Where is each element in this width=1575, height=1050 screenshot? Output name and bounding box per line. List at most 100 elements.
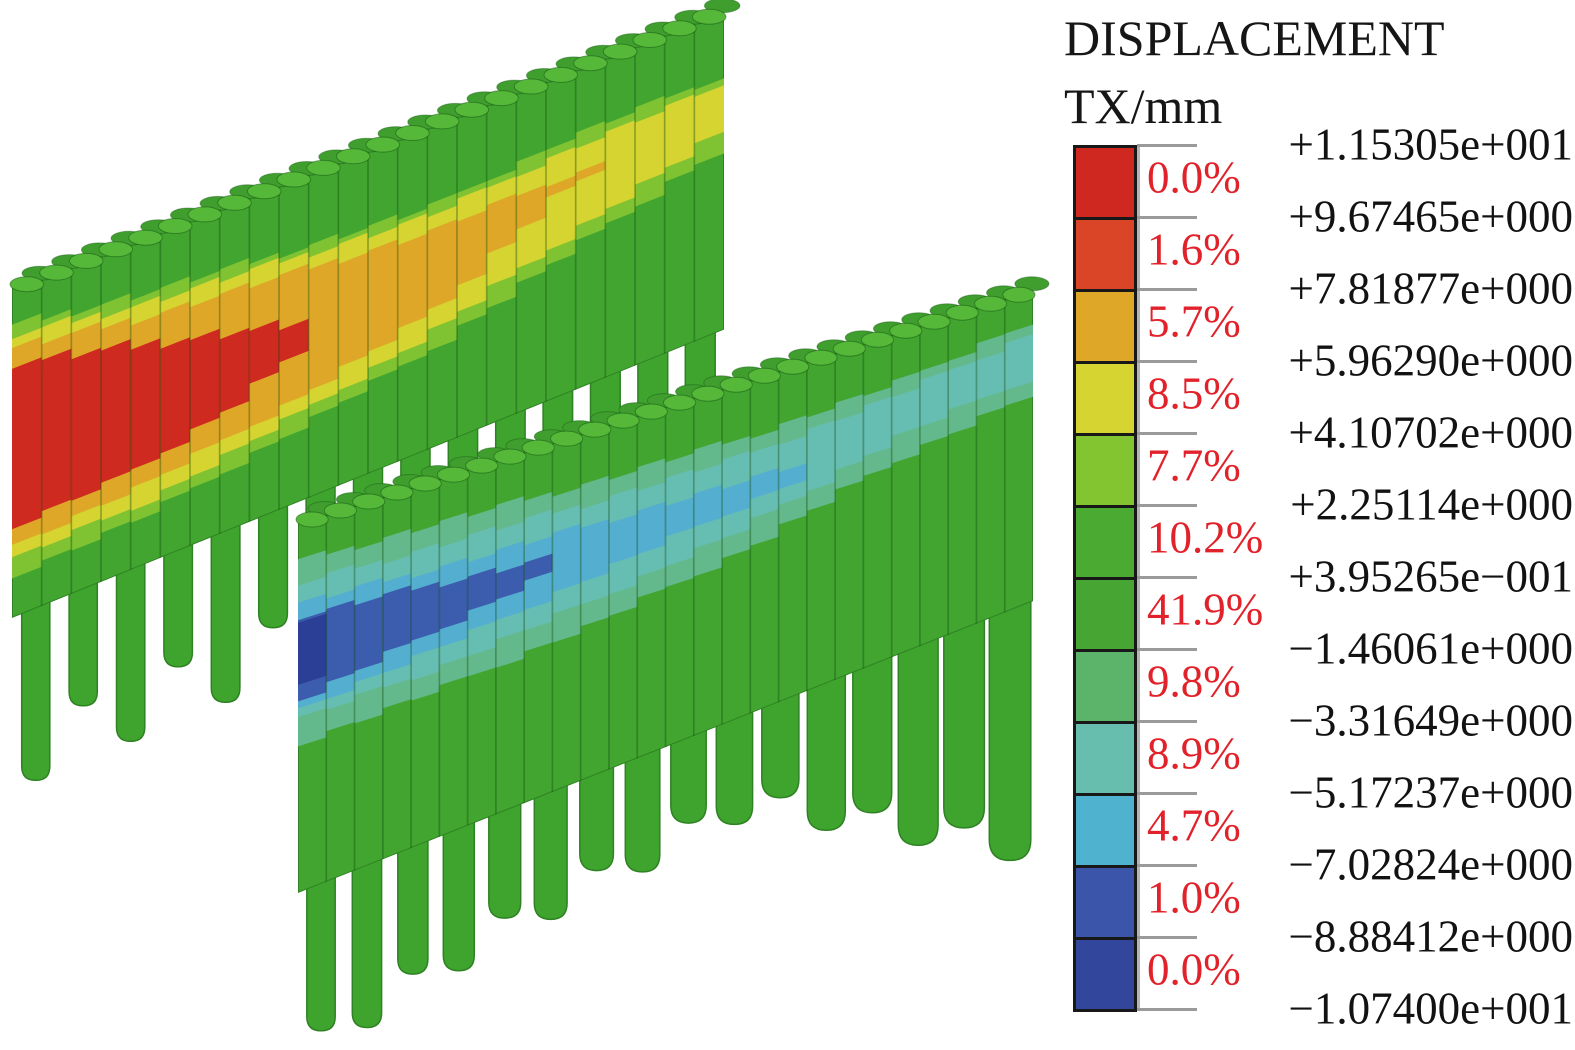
pile-cap [276,171,312,188]
pile-cap [365,136,401,153]
deep-pile [488,796,522,919]
contour-band [693,484,722,527]
pile-cap [945,304,979,321]
pile-cap [550,430,584,447]
contour-band [580,519,609,583]
contour-band [190,328,220,430]
deep-pile [670,723,707,824]
deep-pile [115,555,146,743]
deep-pile [20,593,51,782]
contour-band [806,420,836,492]
pile-cap [1002,286,1036,303]
front-pile-wall [295,276,1050,1032]
deep-pile [306,869,336,1032]
pile-cap [691,385,725,402]
contour-band [863,396,892,457]
contour-band [516,184,546,230]
deep-pile [715,704,754,826]
deep-pile [210,516,241,704]
pile-cap [128,229,163,246]
pile-cap [217,194,252,211]
pile-cap [573,55,608,72]
contour-band [1004,334,1033,391]
contour-band [552,523,581,593]
contour-band [354,596,383,671]
pile-cap [424,113,460,130]
wall-face [298,288,1033,893]
contour-band [575,161,606,182]
contour-band [976,351,1005,400]
pile-cap [747,367,782,384]
pile-cap [157,218,193,234]
pile-cap [246,183,282,200]
pile-caps [9,0,741,293]
pile-cap [776,358,810,375]
contour-band [368,239,398,352]
pile-cap [917,313,951,330]
pile-cap [323,502,357,519]
deep-pile [943,613,986,829]
contour-band [219,327,250,413]
contour-band [427,219,457,310]
contour-band [298,613,327,685]
pile-cap [352,493,386,510]
pile-cap [295,511,329,528]
pile-cap [804,349,838,366]
contour-band [835,412,864,470]
pile-cap [408,475,442,492]
contour-band [71,347,101,501]
contour-band [495,564,525,600]
contour-band [249,319,279,384]
pile-cap [9,276,45,293]
pile-cap [632,32,668,48]
deep-pile [624,741,661,873]
contour-band [546,175,576,198]
pile-cap [602,43,638,60]
pile-caps [295,276,1050,528]
contour-band [637,501,666,555]
contour-band [338,252,368,367]
pile-cap [719,376,753,393]
contour-band [382,585,412,652]
pile-cap [39,264,74,281]
deep-pile [579,759,615,872]
contour-band [12,357,42,530]
deep-pile [897,632,939,847]
pile-cap [521,439,555,456]
pile-cap [860,331,895,348]
pile-cap [465,457,499,474]
contour-band [486,193,517,254]
contour-band [665,497,694,537]
contour-band [778,463,807,490]
pile-cap [634,403,669,420]
contour-band [750,467,779,500]
deep-pile [442,814,476,972]
contour-band [326,600,355,683]
contour-band [160,337,190,454]
pile-cap [98,241,134,258]
deep-pile [533,777,568,921]
pile-cap [335,148,371,165]
contour-band [722,480,751,517]
deep-pile [761,686,800,799]
pile-cap [543,66,579,83]
pile-cap [454,101,490,118]
contour-band [279,318,309,363]
contour-band [411,581,440,641]
contour-band [664,94,695,168]
pile-cap [691,8,727,25]
pile-cap [68,252,104,269]
deep-pile [68,574,99,707]
contour-band [891,388,920,436]
pile-cap [493,448,527,465]
deep-pile [257,497,289,629]
deep-pile [988,595,1032,862]
pile-cap [484,90,519,107]
pile-cap [663,394,697,411]
contour-band [130,338,161,470]
deep-pile [351,850,383,1029]
contour-band [546,146,576,251]
contour-band [397,233,428,329]
deep-pile [852,650,893,814]
